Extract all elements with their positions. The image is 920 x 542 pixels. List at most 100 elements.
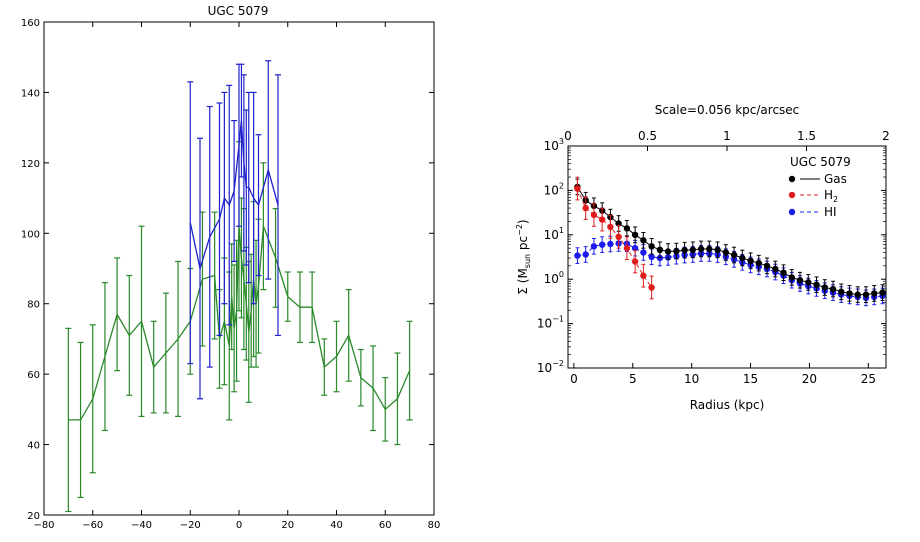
- left-xtick-label: 80: [428, 520, 441, 531]
- ytick-exponent: 0: [559, 270, 564, 279]
- right-data-point: [623, 245, 631, 252]
- right-series-layer: [574, 176, 886, 307]
- right-data-point: [590, 211, 598, 219]
- right-data-point: [582, 204, 589, 212]
- legend-entry-gas: Gas: [788, 172, 847, 186]
- right-ytick-label: 101: [544, 226, 564, 242]
- right-data-point: [805, 279, 812, 286]
- right-data-point: [854, 291, 861, 298]
- legend-gas-label: Gas: [824, 172, 847, 186]
- right-series-hi: [574, 235, 886, 307]
- left-ytick-label: 20: [27, 511, 40, 522]
- left-series-0: [187, 60, 281, 400]
- right-xtick-label: 5: [629, 372, 637, 386]
- right-data-point: [656, 246, 664, 253]
- legend-hi-label: HI: [824, 205, 837, 219]
- left-ytick-label: 60: [27, 370, 40, 381]
- right-data-point: [755, 259, 762, 267]
- legend-title: UGC 5079: [790, 155, 851, 169]
- right-data-point: [590, 243, 598, 250]
- left-chart-title: UGC 5079: [208, 4, 269, 18]
- left-series-layer: [65, 60, 413, 513]
- right-x-axis-label: Radius (kpc): [690, 398, 765, 412]
- left-xtick-label: 60: [379, 520, 392, 531]
- left-ytick-label: 120: [21, 159, 40, 170]
- right-data-point: [780, 269, 787, 276]
- right-xtick-label: 10: [684, 372, 699, 386]
- right-ytick-label: 102: [544, 181, 564, 197]
- right-data-point: [879, 289, 886, 296]
- ytick-exponent: 2: [559, 181, 564, 190]
- right-top-axis-label: Scale=0.056 kpc/arcsec: [655, 103, 800, 117]
- right-data-point: [623, 225, 631, 232]
- right-y-axis-label: Σ (Msun pc−2): [515, 219, 532, 294]
- right-data-point: [640, 249, 647, 256]
- right-data-point: [631, 231, 639, 238]
- right-data-point: [796, 277, 804, 284]
- y-label-part-3: ): [516, 219, 530, 224]
- right-top-tick-label: 0.5: [638, 129, 657, 143]
- left-ytick-label: 40: [27, 441, 40, 452]
- right-data-point: [681, 247, 688, 254]
- left-ytick-label: 80: [27, 300, 40, 311]
- right-series-line: [576, 188, 653, 288]
- right-data-point: [640, 237, 647, 244]
- legend-entry-hi: HI: [788, 205, 837, 219]
- left-series-line: [189, 120, 279, 272]
- right-ytick-label: 10−2: [537, 359, 564, 375]
- right-data-point: [673, 247, 680, 255]
- right-data-point: [640, 272, 647, 279]
- right-legend: UGC 5079 Gas H2 HI: [788, 155, 851, 219]
- right-data-point: [574, 185, 581, 192]
- right-data-point: [582, 251, 589, 258]
- left-xtick-label: 0: [236, 520, 242, 531]
- right-data-point: [714, 246, 721, 253]
- ytick-base: 10: [544, 228, 559, 242]
- ytick-base: 10: [537, 361, 552, 375]
- right-ytick-label: 103: [544, 137, 564, 153]
- left-xtick-label: −40: [131, 520, 152, 531]
- y-label-sup: −2: [515, 224, 524, 236]
- right-data-point: [862, 291, 870, 298]
- right-data-point: [788, 274, 795, 281]
- left-xtick-label: 20: [281, 520, 294, 531]
- right-data-point: [739, 254, 746, 262]
- left-ytick-label: 100: [21, 229, 40, 240]
- ytick-base: 10: [544, 272, 559, 286]
- right-data-point: [821, 284, 828, 291]
- left-series-line: [68, 225, 411, 421]
- right-series-line: [577, 242, 883, 299]
- right-data-point: [697, 245, 705, 253]
- right-series-h2: [574, 176, 655, 300]
- right-data-point: [631, 258, 639, 265]
- right-data-point: [615, 233, 622, 240]
- right-data-point: [722, 249, 729, 256]
- right-xtick-label: 0: [570, 372, 578, 386]
- ytick-base: 10: [544, 183, 559, 197]
- left-xtick-label: −20: [180, 520, 201, 531]
- right-data-point: [607, 223, 614, 231]
- legend-gas-marker: [788, 175, 796, 183]
- y-label-part-1: Σ (M: [516, 268, 530, 294]
- legend-h2-sub: 2: [833, 195, 838, 204]
- right-data-point: [706, 245, 713, 253]
- right-data-point: [838, 288, 845, 295]
- ytick-exponent: −1: [552, 315, 564, 324]
- right-data-point: [871, 290, 878, 297]
- right-data-point: [846, 290, 853, 297]
- left-ytick-label: 140: [21, 88, 40, 99]
- right-ytick-label: 10−1: [537, 315, 564, 331]
- ytick-exponent: −2: [552, 359, 564, 368]
- y-label-sub: sun: [523, 254, 532, 268]
- right-data-point: [574, 252, 581, 259]
- right-xtick-label: 25: [861, 372, 876, 386]
- ytick-exponent: 1: [559, 226, 564, 235]
- right-data-point: [648, 243, 655, 250]
- left-axis-ticks: −80 −60 −40 −20 0 20 40 60 80 20 40 60 80 100 120 140 16…: [21, 18, 440, 531]
- right-data-point: [648, 253, 655, 260]
- left-series-1: [65, 141, 413, 513]
- y-label-part-2: pc: [516, 236, 530, 254]
- right-chart: Scale=0.056 kpc/arcsec 0 5 10 15 20 250 0.5 1 1.…: [515, 103, 890, 412]
- right-data-point: [607, 240, 614, 248]
